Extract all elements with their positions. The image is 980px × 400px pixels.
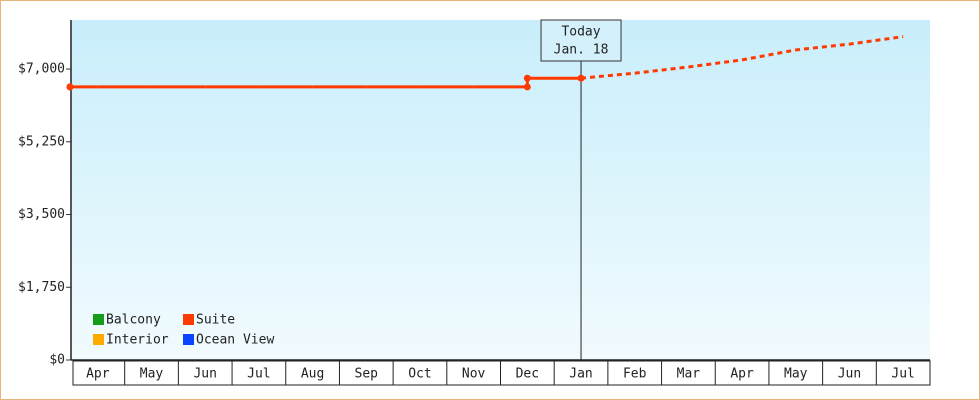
today-box — [540, 19, 622, 62]
legend-label: Interior — [106, 333, 169, 348]
x-tick-label: Mar — [677, 367, 701, 382]
legend-swatch — [93, 314, 104, 325]
x-tick-label: Apr — [86, 367, 110, 382]
legend-label: Ocean View — [196, 333, 274, 348]
x-tick-label: May — [784, 367, 808, 382]
x-tick-label: Jun — [193, 367, 216, 382]
x-tick-label: Apr — [730, 367, 754, 382]
today-date: Jan. 18 — [554, 43, 609, 58]
y-tick-label: $1,750 — [18, 280, 65, 295]
x-tick-label: Feb — [623, 367, 647, 382]
today-label: Today — [561, 25, 600, 40]
point — [577, 74, 585, 82]
x-tick-label: Oct — [408, 367, 431, 382]
x-tick-label: Jul — [247, 367, 270, 382]
plot-area — [71, 20, 930, 360]
legend-swatch — [183, 334, 194, 345]
y-tick-label: $7,000 — [18, 62, 65, 77]
forecast-line — [580, 35, 904, 80]
y-tick-label: $0 — [49, 353, 65, 368]
x-tick-label: Dec — [516, 367, 539, 382]
x-tick-label: Sep — [355, 367, 379, 382]
x-tick-label: Aug — [301, 367, 324, 382]
x-axis-box — [72, 360, 931, 386]
legend-swatch — [93, 334, 104, 345]
x-tick-label: Jun — [838, 367, 861, 382]
x-tick-label: Nov — [462, 367, 486, 382]
point — [66, 83, 74, 91]
y-tick-label: $3,500 — [18, 207, 65, 222]
x-tick-label: May — [140, 367, 164, 382]
legend-swatch — [183, 314, 194, 325]
x-tick-label: Jul — [891, 367, 914, 382]
legend-label: Suite — [196, 313, 235, 328]
y-tick-label: $5,250 — [18, 134, 65, 149]
legend-label: Balcony — [106, 313, 161, 328]
x-tick-label: Jan — [569, 367, 592, 382]
